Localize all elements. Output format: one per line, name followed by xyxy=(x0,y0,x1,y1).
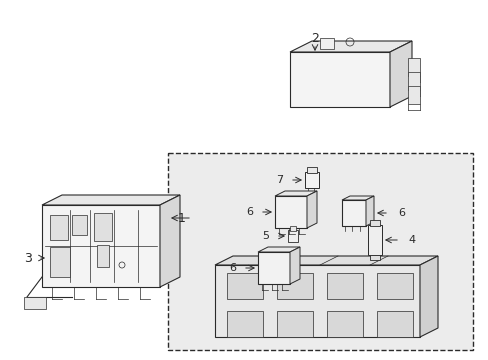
Text: 3: 3 xyxy=(24,252,32,265)
Polygon shape xyxy=(274,191,316,196)
Bar xyxy=(407,58,419,76)
Text: 6: 6 xyxy=(229,263,236,273)
Polygon shape xyxy=(365,196,373,226)
Polygon shape xyxy=(289,247,299,284)
Polygon shape xyxy=(289,41,411,52)
Bar xyxy=(42,205,160,287)
Polygon shape xyxy=(215,256,437,265)
Bar xyxy=(367,225,381,255)
Polygon shape xyxy=(160,195,180,287)
Bar xyxy=(226,273,263,299)
Bar xyxy=(287,230,297,242)
Bar xyxy=(289,52,389,107)
Bar xyxy=(407,86,419,104)
Text: 4: 4 xyxy=(407,235,415,245)
Bar xyxy=(289,226,295,231)
Bar xyxy=(276,311,312,337)
Text: 6: 6 xyxy=(246,207,253,217)
Text: 5: 5 xyxy=(262,231,269,241)
Bar xyxy=(258,252,289,284)
Bar xyxy=(226,311,263,337)
Polygon shape xyxy=(42,195,180,205)
Bar xyxy=(407,72,419,90)
Bar xyxy=(369,255,379,260)
Polygon shape xyxy=(389,41,411,107)
Polygon shape xyxy=(258,247,299,252)
Bar xyxy=(94,213,112,241)
Polygon shape xyxy=(419,256,437,337)
Bar xyxy=(168,153,472,350)
Text: 6: 6 xyxy=(398,208,405,218)
Bar xyxy=(326,273,362,299)
Bar xyxy=(341,200,365,226)
Bar xyxy=(24,297,46,309)
Text: 2: 2 xyxy=(310,32,318,45)
Bar xyxy=(72,215,87,235)
Polygon shape xyxy=(306,191,316,228)
Bar xyxy=(50,247,70,277)
Bar xyxy=(276,273,312,299)
Bar xyxy=(376,273,412,299)
Bar xyxy=(376,311,412,337)
Text: 1: 1 xyxy=(178,212,185,225)
Bar xyxy=(306,167,316,173)
Bar xyxy=(319,38,333,49)
Bar xyxy=(97,245,109,267)
Bar xyxy=(50,215,68,240)
Bar xyxy=(305,172,318,188)
Bar xyxy=(274,196,306,228)
Text: 7: 7 xyxy=(276,175,283,185)
Bar xyxy=(369,220,379,226)
Bar xyxy=(326,311,362,337)
Bar xyxy=(215,265,419,337)
Polygon shape xyxy=(341,196,373,200)
